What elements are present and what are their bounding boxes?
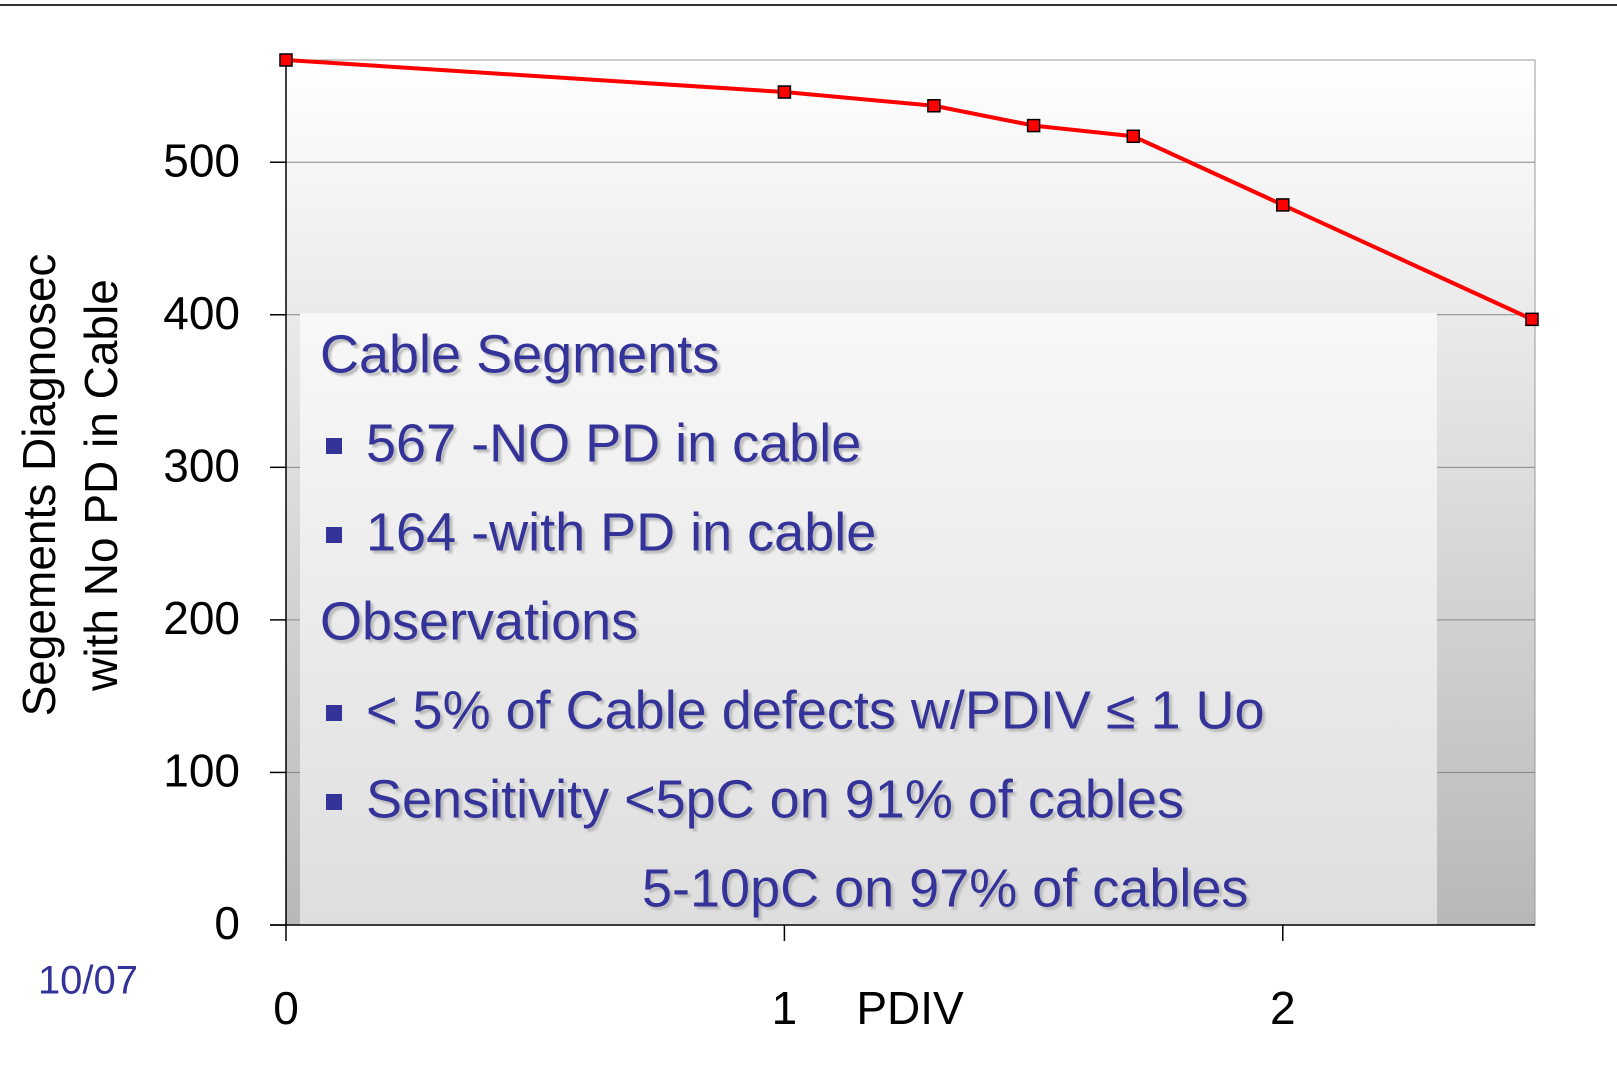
bullet	[326, 527, 342, 543]
point	[777, 85, 792, 99]
x-tick-label: 2	[1270, 982, 1296, 1034]
point	[1525, 312, 1539, 327]
y-tick-label: 300	[163, 439, 240, 491]
x-tick-label: 1	[772, 982, 798, 1034]
y-axis-title: with No PD in Cable	[75, 279, 127, 692]
x-tick-label: 0	[273, 982, 299, 1034]
y-axis-title: Segements Diagnosec	[13, 254, 65, 717]
annotation-item: 5-10pC on 97% of cables	[642, 858, 1248, 918]
point	[1276, 198, 1290, 212]
point	[1126, 129, 1141, 144]
annotation-box	[300, 313, 1437, 925]
annotation-item: 164 -with PD in cable	[366, 502, 876, 562]
y-tick-label: 400	[163, 287, 240, 339]
footer: 10/07	[38, 959, 138, 1003]
point	[927, 99, 941, 113]
y-tick-label: 0	[214, 897, 240, 949]
y-tick-label: 100	[163, 745, 240, 797]
bullet	[326, 794, 342, 810]
annotation-heading: Observations	[320, 591, 638, 651]
point	[279, 53, 293, 67]
y-tick-label: 200	[163, 592, 240, 644]
y-tick-label: 500	[163, 134, 240, 186]
x-axis-title: PDIV	[856, 982, 964, 1034]
annotation-item: Sensitivity <5pC on 91% of cables	[366, 769, 1184, 829]
bullet	[326, 438, 342, 454]
annotation-item: < 5% of Cable defects w/PDIV ≤ 1 Uo	[366, 680, 1265, 740]
bullet	[326, 705, 342, 721]
annotation-heading: Cable Segments	[320, 324, 719, 384]
point	[1026, 118, 1041, 133]
annotation-item: 567 -NO PD in cable	[366, 413, 861, 473]
